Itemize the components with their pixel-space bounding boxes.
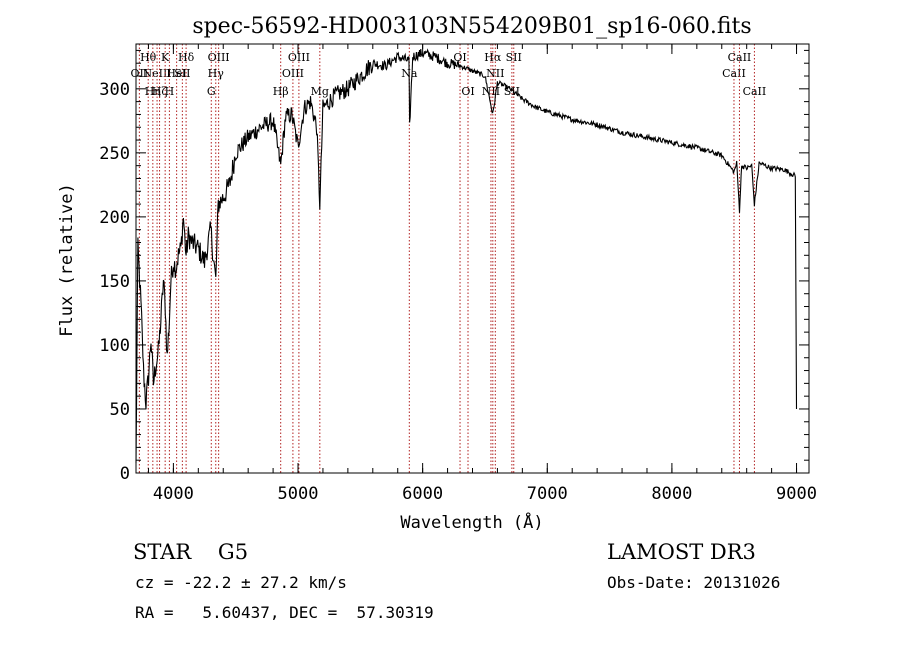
line-label: CaII xyxy=(728,51,752,64)
line-label: Mg xyxy=(311,85,329,98)
line-label: SII xyxy=(174,67,190,80)
x-tick-label: 5000 xyxy=(278,484,319,504)
spectrum-line xyxy=(135,48,798,464)
plot-frame xyxy=(135,43,810,474)
line-label: Hβ xyxy=(273,85,289,98)
x-axis-label: Wavelength (Å) xyxy=(400,511,543,533)
y-tick-label: 200 xyxy=(99,208,130,228)
line-label: OII xyxy=(131,67,149,80)
line-label: CaII xyxy=(722,67,746,80)
y-tick-label: 150 xyxy=(99,272,130,292)
line-label: K xyxy=(161,51,170,64)
x-tick-label: 7000 xyxy=(527,484,568,504)
line-label: Hζ xyxy=(152,85,168,98)
y-tick-label: 100 xyxy=(99,336,130,356)
line-label: HeI xyxy=(166,67,186,80)
y-tick-label: 250 xyxy=(99,144,130,164)
line-label: OI xyxy=(461,85,474,98)
y-tick-label: 50 xyxy=(110,400,130,420)
classification-label: STAR G5 xyxy=(133,540,249,564)
line-label: H xyxy=(165,85,175,98)
x-tick-label: 8000 xyxy=(651,484,692,504)
line-label: OIII xyxy=(208,51,230,64)
line-label: OI xyxy=(453,51,466,64)
line-label: Hη xyxy=(145,85,161,98)
y-tick-label: 300 xyxy=(99,80,130,100)
line-label: Hα xyxy=(484,51,502,64)
line-label: SII xyxy=(506,51,522,64)
line-label: CaII xyxy=(743,85,767,98)
line-markers: OIIHθHηNeIIIHζKHHeISIIHδGHγOIIIHβOIIIOII… xyxy=(131,44,767,473)
y-axis-label: Flux (relative) xyxy=(57,183,77,337)
line-label: Hθ xyxy=(140,51,157,64)
spectrum-chart: spec-56592-HD003103N554209B01_sp16-060.f… xyxy=(57,14,817,533)
coordinates-label: RA = 5.60437, DEC = 57.30319 xyxy=(135,603,434,622)
line-label: Hγ xyxy=(208,67,225,80)
survey-label: LAMOST DR3 xyxy=(607,540,756,564)
line-label: NII xyxy=(486,67,504,80)
line-label: NII xyxy=(482,85,500,98)
redshift-label: cz = -22.2 ± 27.2 km/s xyxy=(135,573,347,592)
line-label: Hδ xyxy=(178,51,195,64)
x-tick-label: 6000 xyxy=(402,484,443,504)
y-tick-label: 0 xyxy=(120,464,130,484)
x-tick-label: 4000 xyxy=(153,484,194,504)
obs-date-label: Obs-Date: 20131026 xyxy=(607,573,781,592)
chart-title: spec-56592-HD003103N554209B01_sp16-060.f… xyxy=(192,14,751,39)
line-label: OIII xyxy=(282,67,304,80)
y-axis: 0 50 100 150 200 250 300 xyxy=(99,49,809,484)
x-tick-label: 9000 xyxy=(776,484,817,504)
x-axis: 4000 5000 6000 7000 8000 9000 xyxy=(147,44,817,504)
line-label: OIII xyxy=(288,51,310,64)
line-label: NeIII xyxy=(142,67,171,80)
line-label: G xyxy=(207,85,216,98)
